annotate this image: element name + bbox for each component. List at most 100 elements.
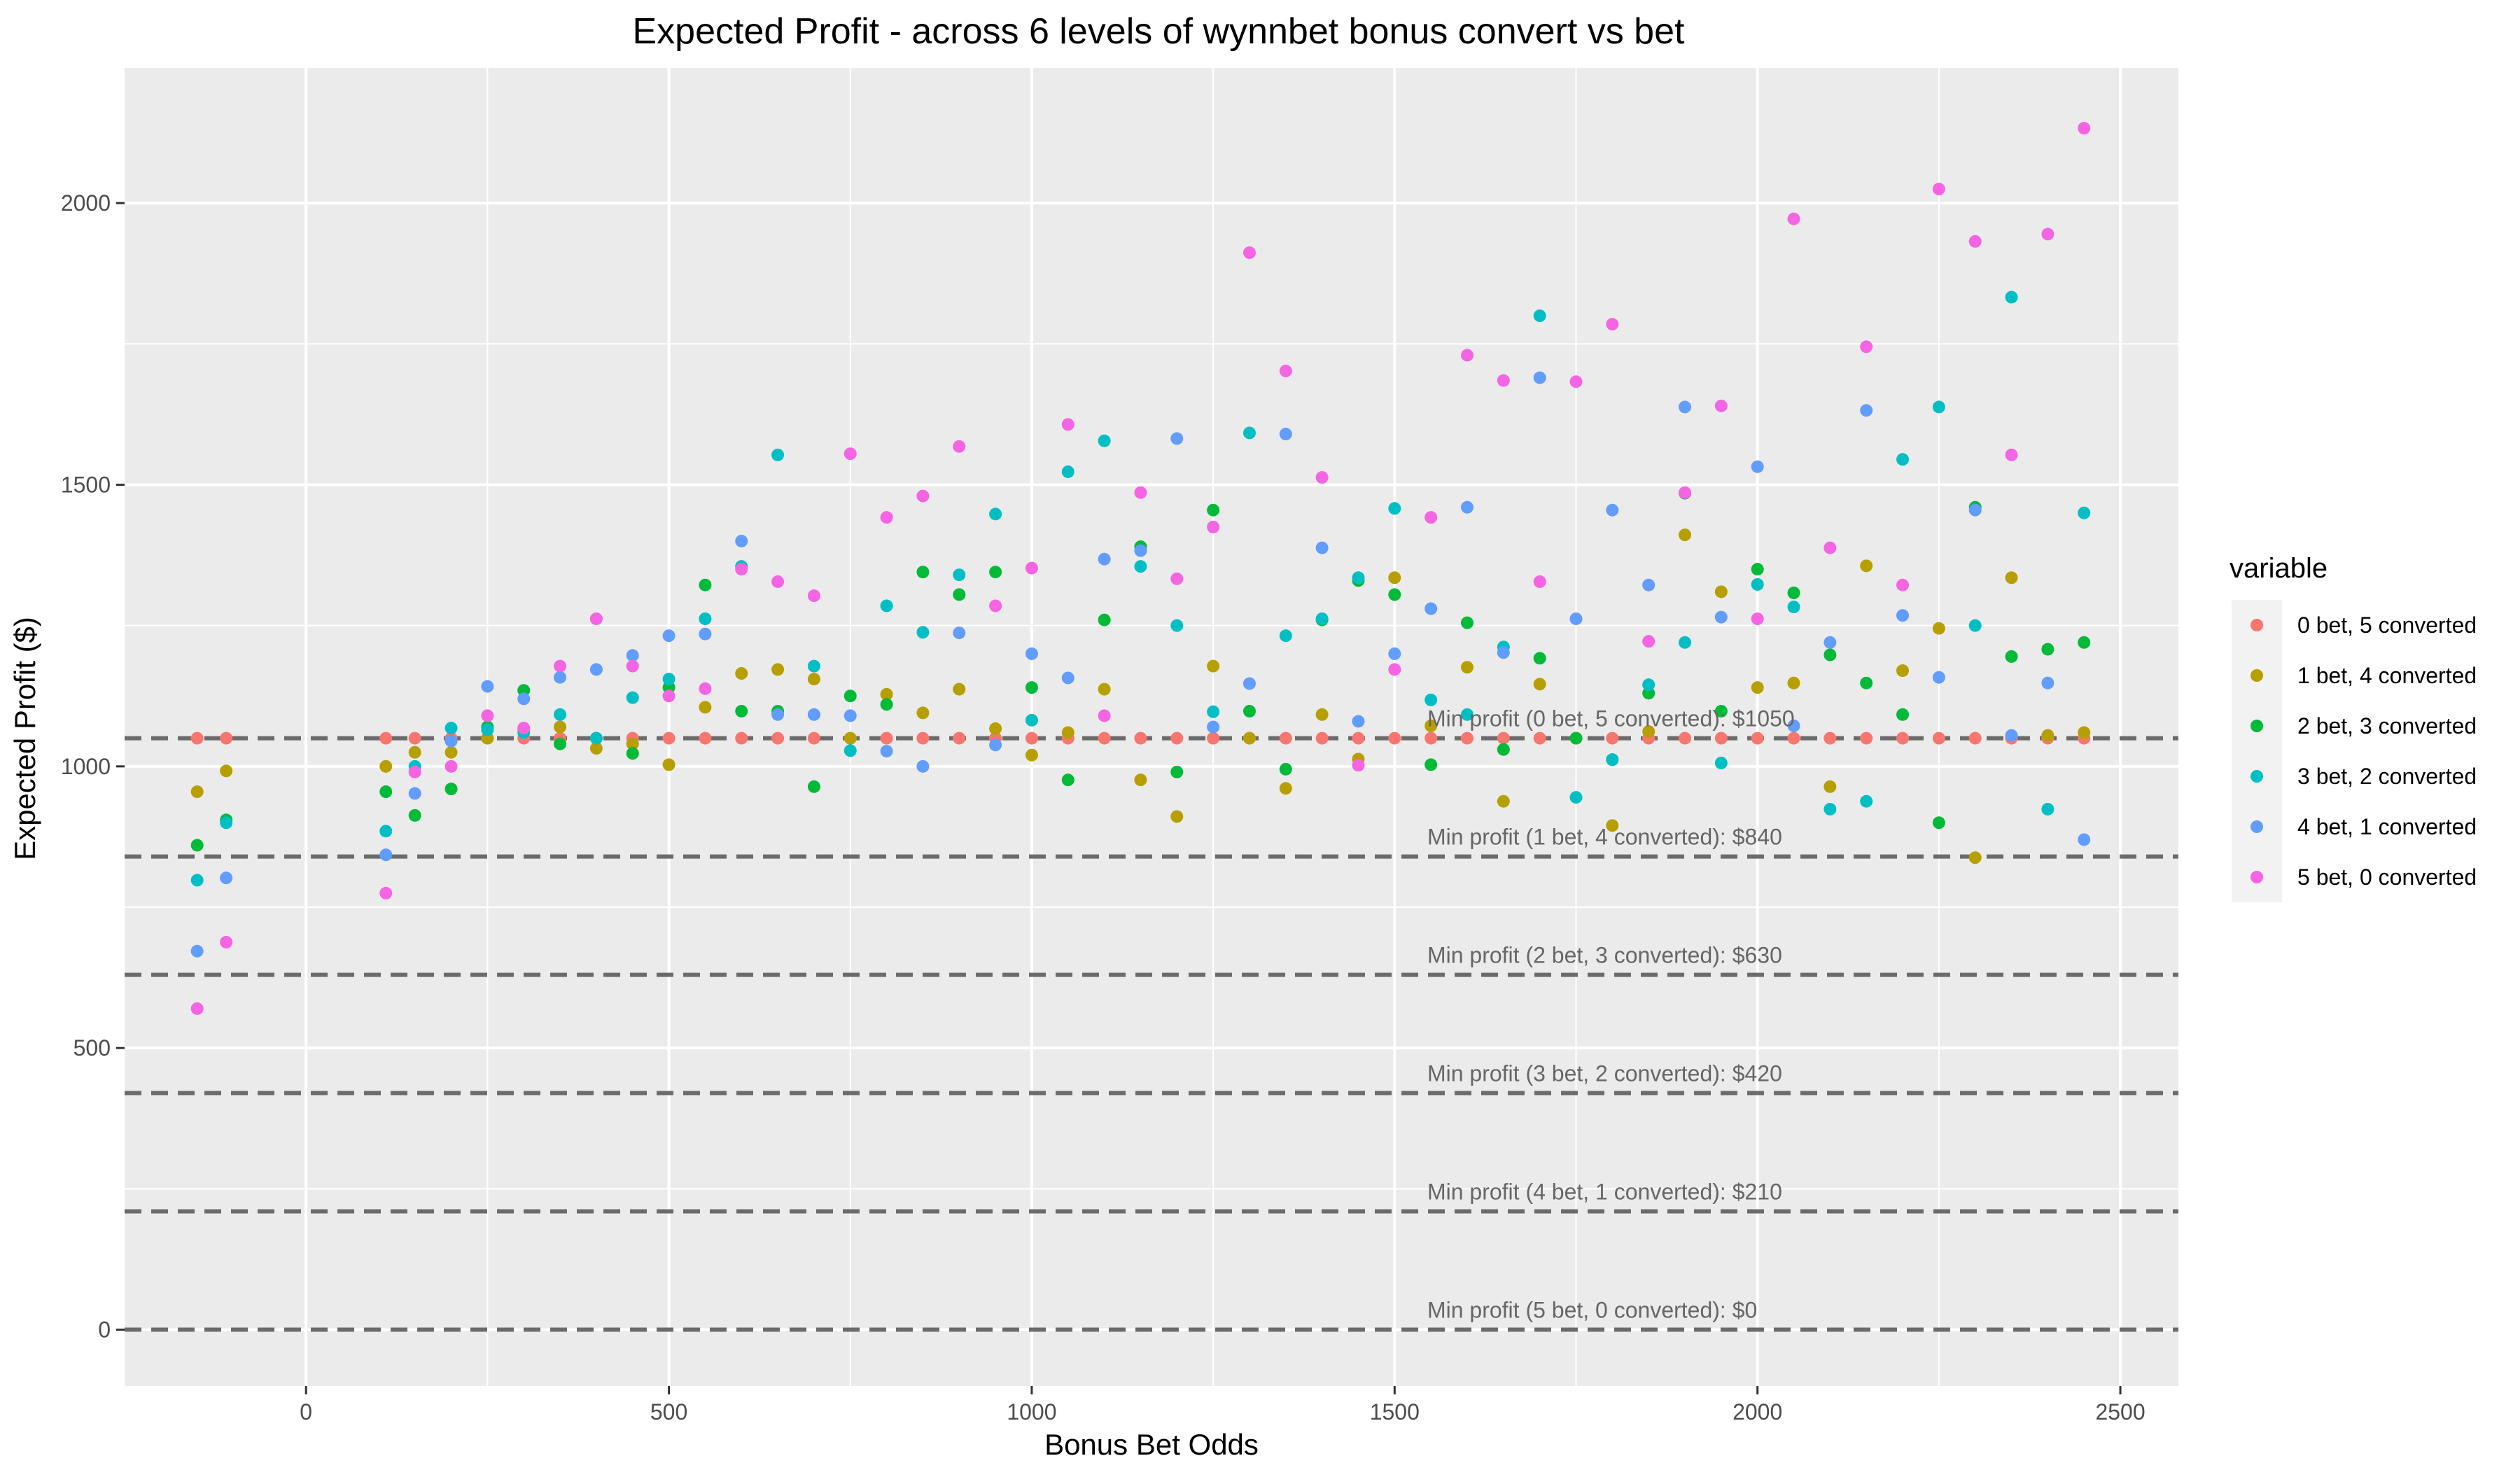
data-point [1896, 708, 1910, 721]
data-point [1569, 375, 1583, 388]
x-axis-ticks: 0 500 1000 1500 2000 2500 [300, 1386, 2146, 1424]
data-point [1751, 681, 1764, 694]
data-point [1533, 652, 1546, 665]
data-point [953, 682, 966, 696]
data-point [626, 691, 639, 704]
data-point [554, 720, 567, 734]
data-point [699, 701, 712, 714]
data-point [1025, 713, 1038, 727]
data-point [1533, 575, 1546, 588]
data-point [1424, 693, 1438, 706]
data-point [1025, 561, 1038, 575]
data-point [807, 732, 820, 745]
data-point [1787, 719, 1800, 732]
data-point [1714, 610, 1728, 624]
data-point [1098, 613, 1111, 626]
data-point [771, 708, 785, 721]
data-point [844, 709, 857, 722]
data-point [1823, 648, 1837, 662]
data-point [1606, 753, 1619, 766]
data-point [735, 667, 748, 680]
data-point [2078, 122, 2091, 135]
data-point [190, 1002, 204, 1015]
data-point [2005, 290, 2018, 304]
data-point [989, 599, 1002, 612]
legend-label: 0 bet, 5 converted [2297, 612, 2477, 638]
data-point [2005, 650, 2018, 663]
data-point [1242, 246, 1256, 259]
data-point [379, 732, 393, 745]
data-point [1932, 400, 1945, 414]
data-point [2041, 227, 2054, 241]
data-point [220, 816, 233, 830]
data-point [554, 708, 567, 721]
series-points [190, 371, 2091, 958]
legend-label: 3 bet, 2 converted [2297, 764, 2477, 789]
data-point [626, 649, 639, 662]
data-point [1388, 732, 1401, 745]
data-point [1932, 183, 1945, 196]
reference-line-label: Min profit (2 bet, 3 converted): $630 [1427, 943, 1782, 968]
data-point [2005, 729, 2018, 742]
data-point [1751, 578, 1764, 591]
data-point [1207, 732, 1220, 745]
data-point [1679, 732, 1692, 745]
data-point [1932, 816, 1945, 830]
data-point [1823, 636, 1837, 649]
legend-title: variable [2230, 553, 2328, 584]
data-point [1896, 664, 1910, 678]
data-point [1315, 471, 1329, 484]
data-point [444, 734, 458, 748]
data-point [1025, 732, 1038, 745]
data-point [1533, 678, 1546, 691]
legend-label: 2 bet, 3 converted [2297, 713, 2477, 738]
data-point [1460, 500, 1474, 514]
data-point [1098, 709, 1111, 722]
data-point [844, 447, 857, 461]
data-point [1424, 511, 1438, 524]
data-point [554, 737, 567, 750]
data-point [1098, 732, 1111, 745]
data-point [735, 534, 748, 547]
legend-marker [2250, 770, 2263, 783]
data-point [589, 612, 603, 625]
data-point [699, 682, 712, 695]
data-point [1025, 748, 1038, 762]
data-point [1642, 578, 1656, 592]
data-point [662, 673, 676, 686]
data-point [662, 758, 676, 771]
data-point [989, 722, 1002, 735]
data-point [880, 745, 893, 758]
data-point [1352, 715, 1365, 728]
data-point [880, 698, 893, 711]
data-point [1714, 704, 1728, 718]
data-point [1714, 732, 1728, 745]
data-point [1533, 371, 1546, 384]
x-tick-label: 2000 [1732, 1399, 1782, 1424]
data-point [408, 765, 421, 778]
data-point [481, 680, 494, 693]
y-axis-ticks: 0 500 1000 1500 2000 [61, 190, 125, 1343]
data-point [1968, 732, 1982, 745]
data-point [554, 659, 567, 673]
data-point [916, 760, 930, 773]
data-point [1424, 602, 1438, 615]
data-point [1315, 612, 1329, 625]
data-point [1388, 663, 1401, 676]
legend-marker [2250, 669, 2263, 682]
series-points [190, 290, 2091, 887]
data-point [807, 708, 820, 721]
data-point [220, 872, 233, 885]
data-point [1823, 780, 1837, 793]
data-point [1352, 571, 1365, 584]
data-point [1932, 622, 1945, 635]
data-point [1025, 681, 1038, 694]
data-point [1968, 503, 1982, 517]
reference-line-label: Min profit (1 bet, 4 converted): $840 [1427, 825, 1782, 850]
data-point [408, 808, 421, 822]
data-point [1714, 585, 1728, 598]
data-point [1968, 619, 1982, 632]
data-point [1352, 732, 1365, 745]
